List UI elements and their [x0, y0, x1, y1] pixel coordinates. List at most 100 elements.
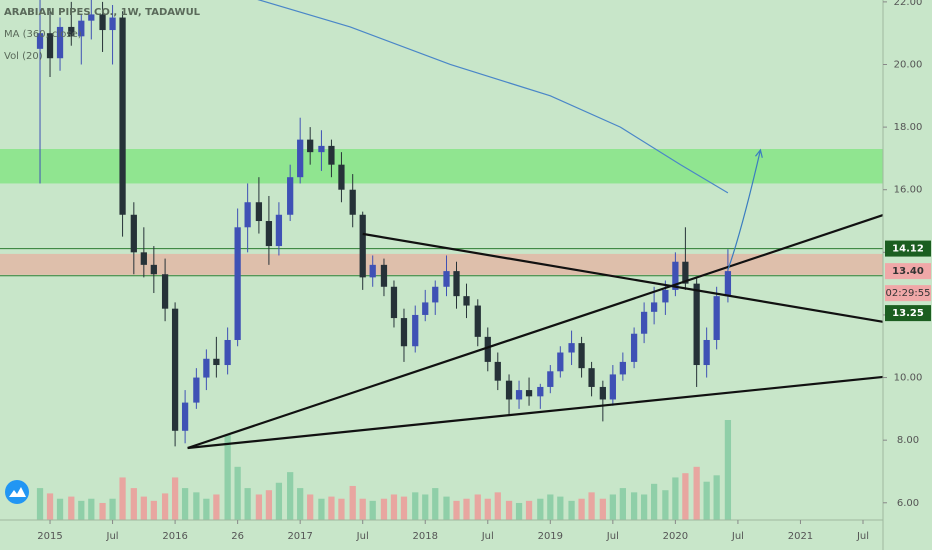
volume-bar: [193, 492, 200, 520]
volume-bar: [703, 481, 710, 520]
x-tick-label: Jul: [106, 531, 119, 542]
x-tick-label: Jul: [856, 531, 869, 542]
x-tick-label: 2020: [663, 531, 688, 542]
volume-bar: [380, 498, 388, 520]
volume-bar: [568, 500, 575, 520]
price-label-box: [885, 263, 931, 280]
volume-bar: [318, 498, 325, 520]
candle-body: [161, 274, 169, 309]
volume-bar: [287, 472, 294, 520]
volume-bar: [537, 498, 544, 520]
price-label: 13.25: [892, 308, 924, 319]
candle-body: [494, 361, 501, 381]
candle-body: [619, 361, 626, 375]
candle-body: [630, 333, 638, 362]
projection-arrow: [727, 149, 762, 271]
volume-bar: [713, 475, 720, 520]
candle-body: [650, 302, 658, 312]
candle-body: [422, 302, 429, 315]
volume-bar: [609, 494, 616, 520]
y-tick-label: 6.00: [897, 498, 919, 509]
candle-body: [265, 221, 273, 247]
price-label-box: [885, 305, 931, 322]
candle-body: [359, 214, 366, 278]
volume-bar: [412, 492, 419, 520]
y-tick-label: 20.00: [894, 59, 923, 70]
volume-bar: [494, 492, 501, 520]
trendline: [362, 232, 884, 323]
volume-bar: [255, 494, 263, 520]
volume-bar: [693, 466, 700, 520]
candle-body: [255, 202, 263, 222]
candle-body: [724, 271, 732, 297]
candle-body: [307, 139, 314, 153]
volume-bar: [390, 494, 398, 520]
volume-bar: [36, 488, 44, 520]
candle-body: [703, 339, 710, 366]
volume-bar: [109, 498, 116, 520]
candle-body: [599, 386, 606, 400]
trendline: [187, 214, 884, 450]
volume-bar: [130, 488, 137, 520]
y-tick-label: 8.00: [897, 435, 919, 446]
candle-body: [338, 164, 345, 190]
candle-body: [557, 352, 564, 372]
candle-body: [46, 33, 54, 59]
volume-bar: [140, 496, 147, 520]
volume-bar: [99, 502, 106, 520]
candle-body: [130, 214, 137, 253]
volume-bar: [588, 492, 595, 520]
volume-bar: [578, 498, 585, 520]
candle-body: [369, 264, 376, 278]
candle-body: [99, 14, 106, 31]
countdown: 02:29:55: [886, 288, 931, 299]
volume-bar: [453, 500, 460, 520]
countdown-box: [885, 285, 931, 302]
price-label-box: [885, 240, 931, 257]
y-tick-label: 18.00: [894, 122, 923, 133]
volume-bar: [682, 473, 689, 520]
volume-bar: [68, 496, 75, 520]
candle-body: [525, 390, 533, 397]
candle-body: [547, 371, 554, 387]
x-tick-label: Jul: [481, 531, 494, 542]
candle-body: [68, 26, 75, 37]
volume-bar: [150, 500, 157, 520]
candle-body: [109, 17, 116, 31]
y-tick-label: 10.00: [894, 373, 923, 384]
volume-bar: [88, 498, 95, 520]
volume-bar: [515, 502, 523, 520]
x-tick-label: 2015: [37, 531, 62, 542]
candle-body: [588, 368, 595, 387]
volume-bar: [234, 466, 241, 520]
volume-bar: [56, 498, 64, 520]
candle-body: [213, 358, 220, 366]
volume-bar: [474, 494, 481, 520]
candle-body: [400, 318, 408, 347]
candle-body: [713, 296, 720, 340]
y-tick-label: 22.00: [894, 0, 923, 8]
candle-body: [432, 286, 439, 303]
candle-body: [318, 145, 325, 153]
y-tick-label: 16.00: [894, 185, 923, 196]
candle-body: [140, 252, 147, 265]
volume-bar: [640, 494, 648, 520]
candle-body: [640, 311, 648, 334]
volume-bar: [557, 496, 564, 520]
volume-bar: [432, 488, 439, 520]
legend-ma: MA (360, close): [4, 29, 82, 40]
price-label: 13.40: [892, 266, 924, 277]
volume-bar: [78, 500, 85, 520]
candle-body: [412, 314, 419, 347]
x-tick-label: 2021: [788, 531, 813, 542]
legend-vol: Vol (20): [4, 51, 43, 62]
candle-body: [56, 26, 64, 59]
volume-bar: [161, 493, 169, 520]
candle-body: [390, 286, 398, 319]
volume-bar: [349, 485, 356, 520]
candle-body: [463, 296, 470, 306]
candle-body: [672, 261, 679, 290]
candle-body: [380, 264, 388, 287]
candle-body: [609, 374, 616, 400]
volume-bar: [181, 488, 189, 520]
